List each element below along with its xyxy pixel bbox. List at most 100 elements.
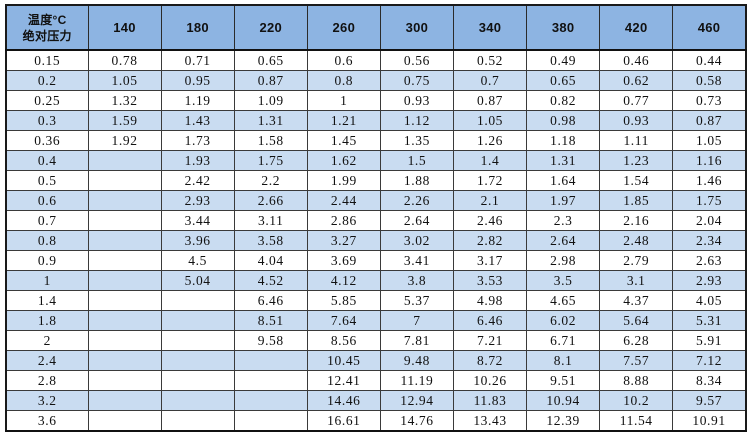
data-cell-0.8-460: 2.34	[672, 230, 747, 251]
data-cell-1.4-380: 4.65	[526, 290, 601, 311]
data-cell-2.4-340: 8.72	[452, 350, 528, 371]
data-cell-0.36-140: 1.92	[87, 130, 162, 151]
data-cell-0.36-220: 1.58	[233, 130, 308, 151]
data-cell-1-340: 3.53	[452, 270, 528, 291]
data-cell-3.2-380: 10.94	[526, 390, 601, 411]
data-cell-0.25-460: 0.73	[672, 90, 747, 111]
data-cell-0.36-260: 1.45	[306, 130, 381, 151]
table-row: 0.36 1.92 1.73 1.58 1.45 1.35 1.26 1.18 1.11 1.05	[5, 130, 747, 151]
data-cell-2-300: 7.81	[379, 330, 454, 351]
data-cell-0.3-340: 1.05	[452, 110, 528, 131]
row-header-cell: 3.6	[5, 410, 89, 432]
data-cell-0.25-260: 1	[306, 90, 381, 111]
column-header-460: 460	[672, 4, 747, 51]
data-cell-0.5-420: 1.54	[599, 170, 674, 191]
data-cell-0.15-260: 0.6	[306, 49, 381, 71]
data-cell-0.15-380: 0.49	[526, 49, 601, 71]
data-cell-0.7-300: 2.64	[379, 210, 454, 231]
data-cell-0.4-220: 1.75	[233, 150, 308, 171]
table-row: 1.4 6.46 5.85 5.37 4.98 4.65 4.37 4.05	[5, 290, 747, 311]
table-row: 0.8 3.96 3.58 3.27 3.02 2.82 2.64 2.48 2.34	[5, 230, 747, 251]
data-cell-0.7-140	[87, 210, 162, 231]
data-cell-3.2-340: 11.83	[452, 390, 528, 411]
data-cell-0.8-140	[87, 230, 162, 251]
data-cell-2-420: 6.28	[599, 330, 674, 351]
row-header-cell: 1	[5, 270, 89, 291]
row-header-cell: 0.15	[5, 49, 89, 71]
data-cell-0.8-420: 2.48	[599, 230, 674, 251]
table-row: 0.15 0.78 0.71 0.65 0.6 0.56 0.52 0.49 0.46 0.44	[5, 49, 747, 71]
data-cell-0.25-340: 0.87	[452, 90, 528, 111]
data-cell-0.4-340: 1.4	[452, 150, 528, 171]
data-cell-0.25-220: 1.09	[233, 90, 308, 111]
data-cell-2.4-380: 8.1	[526, 350, 601, 371]
data-cell-0.8-180: 3.96	[160, 230, 235, 251]
data-cell-0.25-380: 0.82	[526, 90, 601, 111]
data-cell-0.4-420: 1.23	[599, 150, 674, 171]
data-cell-1-380: 3.5	[526, 270, 601, 291]
data-cell-3.2-420: 10.2	[599, 390, 674, 411]
data-cell-0.36-460: 1.05	[672, 130, 747, 151]
data-cell-2.4-260: 10.45	[306, 350, 381, 371]
data-cell-3.6-140	[87, 410, 162, 432]
data-cell-0.9-460: 2.63	[672, 250, 747, 271]
data-cell-3.6-260: 16.61	[306, 410, 381, 432]
corner-header-temperature-label: 温度°C	[27, 12, 67, 27]
data-cell-0.3-140: 1.59	[87, 110, 162, 131]
data-cell-0.7-260: 2.86	[306, 210, 381, 231]
data-cell-0.8-220: 3.58	[233, 230, 308, 251]
data-cell-0.9-220: 4.04	[233, 250, 308, 271]
data-cell-3.6-180	[160, 410, 235, 432]
table-row: 0.9 4.5 4.04 3.69 3.41 3.17 2.98 2.79 2.63	[5, 250, 747, 271]
data-cell-0.36-300: 1.35	[379, 130, 454, 151]
data-cell-1.8-220: 8.51	[233, 310, 308, 331]
table-row: 0.25 1.32 1.19 1.09 1 0.93 0.87 0.82 0.77 0.73	[5, 90, 747, 111]
data-cell-0.15-460: 0.44	[672, 49, 747, 71]
corner-header-cell: 温度°C 绝对压力	[5, 4, 89, 51]
data-cell-0.15-300: 0.56	[379, 49, 454, 71]
data-cell-0.3-420: 0.93	[599, 110, 674, 131]
data-cell-0.9-340: 3.17	[452, 250, 528, 271]
data-cell-0.7-380: 2.3	[526, 210, 601, 231]
table-row: 2.8 12.41 11.19 10.26 9.51 8.88 8.34	[5, 370, 747, 391]
data-cell-0.2-460: 0.58	[672, 70, 747, 91]
data-cell-0.36-420: 1.11	[599, 130, 674, 151]
data-cell-2-460: 5.91	[672, 330, 747, 351]
pressure-temperature-table: 温度°C 绝对压力 140 180 220 260 300 340 380 42…	[5, 4, 747, 432]
data-cell-3.6-340: 13.43	[452, 410, 528, 432]
data-cell-3.2-140	[87, 390, 162, 411]
data-cell-2.8-300: 11.19	[379, 370, 454, 391]
data-cell-1.4-460: 4.05	[672, 290, 747, 311]
data-cell-0.8-340: 2.82	[452, 230, 528, 251]
data-cell-0.15-140: 0.78	[87, 49, 162, 71]
row-header-cell: 0.8	[5, 230, 89, 251]
data-cell-1.4-180	[160, 290, 235, 311]
table-row: 0.3 1.59 1.43 1.31 1.21 1.12 1.05 0.98 0.93 0.87	[5, 110, 747, 131]
data-cell-1.4-300: 5.37	[379, 290, 454, 311]
data-cell-1.4-340: 4.98	[452, 290, 528, 311]
data-cell-0.5-260: 1.99	[306, 170, 381, 191]
data-cell-0.7-460: 2.04	[672, 210, 747, 231]
data-cell-1.8-260: 7.64	[306, 310, 381, 331]
data-cell-0.6-220: 2.66	[233, 190, 308, 211]
row-header-cell: 1.4	[5, 290, 89, 311]
data-cell-0.36-180: 1.73	[160, 130, 235, 151]
data-cell-0.7-220: 3.11	[233, 210, 308, 231]
data-cell-0.8-260: 3.27	[306, 230, 381, 251]
table-body: 0.15 0.78 0.71 0.65 0.6 0.56 0.52 0.49 0.46 0.44 0…	[5, 49, 747, 432]
data-cell-0.8-380: 2.64	[526, 230, 601, 251]
data-cell-1.8-180	[160, 310, 235, 331]
data-cell-1.8-420: 5.64	[599, 310, 674, 331]
data-cell-2-220: 9.58	[233, 330, 308, 351]
data-cell-2.4-300: 9.48	[379, 350, 454, 371]
table-row: 0.7 3.44 3.11 2.86 2.64 2.46 2.3 2.16 2.04	[5, 210, 747, 231]
data-cell-1.8-380: 6.02	[526, 310, 601, 331]
data-cell-1-140	[87, 270, 162, 291]
data-cell-1-460: 2.93	[672, 270, 747, 291]
row-header-cell: 2.4	[5, 350, 89, 371]
data-cell-0.5-220: 2.2	[233, 170, 308, 191]
table-row: 1 5.04 4.52 4.12 3.8 3.53 3.5 3.1 2.93	[5, 270, 747, 291]
data-cell-2.4-180	[160, 350, 235, 371]
data-cell-3.2-260: 14.46	[306, 390, 381, 411]
data-cell-0.5-380: 1.64	[526, 170, 601, 191]
